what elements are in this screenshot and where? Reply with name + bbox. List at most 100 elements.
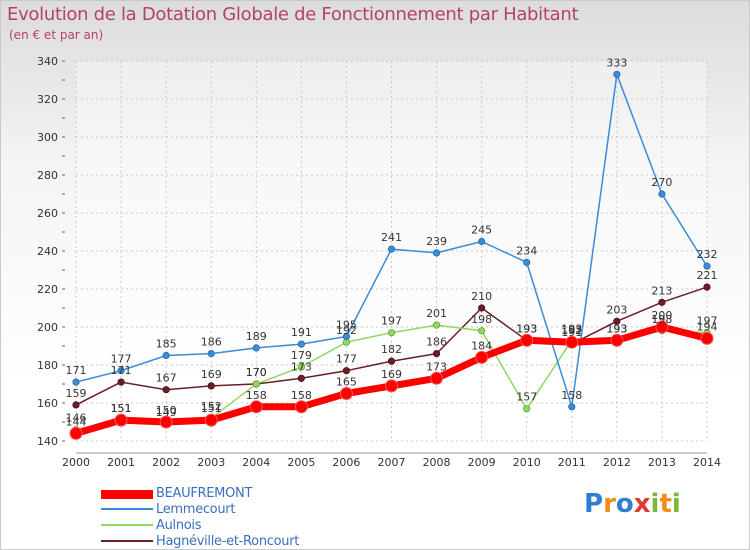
x-tick-label: 2006 <box>332 456 360 469</box>
y-tick-label: 180 <box>37 359 58 372</box>
data-label-aulnois: 197 <box>697 315 718 328</box>
data-label-aulnois: 198 <box>471 313 492 326</box>
data-point-beaufremont <box>339 387 353 400</box>
legend-label-aulnois: Aulnois <box>156 518 202 533</box>
data-point-beaufremont <box>700 331 714 345</box>
x-tick-label: 2012 <box>603 456 631 469</box>
data-point-hagn-ville-et-roncourt <box>613 317 621 325</box>
data-label-aulnois: 149 <box>156 406 177 419</box>
data-label-beaufremont: 184 <box>471 339 492 352</box>
y-axis: 140 160 180 200 220 240 260 280 300 320 340 <box>37 55 65 448</box>
data-label-beaufremont: 169 <box>381 368 402 381</box>
data-point-beaufremont <box>610 333 624 347</box>
data-label-aulnois: 197 <box>381 315 402 328</box>
data-point-lemmecourt <box>703 262 711 270</box>
legend-label-hagneville: Hagnéville-et-Roncourt <box>156 534 300 549</box>
data-label-beaufremont: 144 <box>66 415 87 428</box>
data-point-lemmecourt <box>252 344 260 352</box>
data-point-hagn-ville-et-roncourt <box>658 298 666 306</box>
data-label-hagn-ville-et-roncourt: 213 <box>651 284 672 297</box>
data-label-lemmecourt: 171 <box>66 364 87 377</box>
data-label-aulnois: 198 <box>651 313 672 326</box>
x-tick-label: 2002 <box>152 456 180 469</box>
data-point-hagn-ville-et-roncourt <box>72 401 80 409</box>
x-tick-label: 2010 <box>513 456 541 469</box>
logo-letter: r <box>603 489 616 519</box>
data-point-aulnois <box>252 380 260 388</box>
x-tick-label: 2014 <box>693 456 721 469</box>
data-label-hagn-ville-et-roncourt: 186 <box>426 336 447 349</box>
data-point-beaufremont <box>520 333 534 347</box>
data-point-aulnois <box>432 321 441 329</box>
data-point-lemmecourt <box>658 190 666 198</box>
data-point-beaufremont <box>249 400 263 414</box>
legend-label-beaufremont: BEAUFREMONT <box>156 486 253 501</box>
data-point-hagn-ville-et-roncourt <box>207 382 215 390</box>
data-point-lemmecourt <box>72 378 80 386</box>
data-label-aulnois: 179 <box>291 349 312 362</box>
data-label-lemmecourt: 195 <box>336 319 357 332</box>
y-tick-label: 200 <box>37 321 58 334</box>
data-point-aulnois <box>523 405 531 413</box>
x-tick-label: 2011 <box>558 456 586 469</box>
data-label-lemmecourt: 189 <box>246 330 267 343</box>
logo-letter: P <box>584 489 604 519</box>
y-tick-label: 260 <box>37 207 58 220</box>
data-label-beaufremont: 158 <box>246 389 267 402</box>
y-tick-label: 320 <box>37 93 58 106</box>
data-label-lemmecourt: 241 <box>381 231 402 244</box>
x-tick-label: 2005 <box>287 456 315 469</box>
chart-title: Evolution de la Dotation Globale de Fonc… <box>7 4 579 25</box>
data-point-lemmecourt <box>613 70 621 78</box>
data-label-hagn-ville-et-roncourt: 167 <box>156 372 177 385</box>
data-point-beaufremont <box>655 320 669 334</box>
y-tick-label: 220 <box>37 283 58 296</box>
data-label-aulnois: 157 <box>516 391 537 404</box>
data-label-lemmecourt: 234 <box>516 244 537 257</box>
data-label-lemmecourt: 177 <box>111 353 132 366</box>
data-point-lemmecourt <box>207 349 215 358</box>
data-label-aulnois: 201 <box>426 307 447 320</box>
data-label-hagn-ville-et-roncourt: 182 <box>381 343 402 356</box>
data-label-beaufremont: 200 <box>651 309 672 322</box>
data-point-beaufremont <box>204 413 218 427</box>
x-tick-label: 2008 <box>423 456 451 469</box>
series-points <box>69 70 714 440</box>
logo-letter: i <box>650 489 660 519</box>
data-label-hagn-ville-et-roncourt: 169 <box>201 368 222 381</box>
logo-letter: o <box>615 489 634 519</box>
data-point-beaufremont <box>159 415 173 429</box>
data-label-hagn-ville-et-roncourt: 170 <box>246 366 267 379</box>
legend-swatch-beaufremont <box>101 490 153 499</box>
x-tick-label: 2007 <box>378 456 406 469</box>
data-label-aulnois: 146 <box>66 412 87 425</box>
legend-swatch-lemmecourt <box>101 508 153 510</box>
data-point-lemmecourt <box>342 332 351 341</box>
data-label-lemmecourt: 232 <box>697 248 718 261</box>
data-point-hagn-ville-et-roncourt <box>478 304 486 312</box>
data-label-lemmecourt: 186 <box>201 336 222 349</box>
data-point-beaufremont <box>114 413 128 427</box>
data-label-hagn-ville-et-roncourt: 171 <box>111 364 132 377</box>
data-point-beaufremont <box>430 371 444 385</box>
data-label-hagn-ville-et-roncourt: 221 <box>697 269 718 282</box>
y-tick-label: 280 <box>37 169 58 182</box>
data-point-lemmecourt <box>432 249 441 257</box>
x-tick-label: 2009 <box>468 456 496 469</box>
y-tick-label: 160 <box>37 397 58 410</box>
data-point-beaufremont <box>69 426 83 440</box>
data-label-lemmecourt: 185 <box>156 338 177 351</box>
y-tick-label: 340 <box>37 55 58 68</box>
data-point-lemmecourt <box>387 245 396 253</box>
data-label-lemmecourt: 270 <box>651 176 672 189</box>
data-point-hagn-ville-et-roncourt <box>387 357 396 365</box>
data-label-lemmecourt: 158 <box>561 389 582 402</box>
data-point-lemmecourt <box>162 351 170 360</box>
data-point-aulnois <box>478 327 486 335</box>
data-label-aulnois: 152 <box>201 400 222 413</box>
data-point-hagn-ville-et-roncourt <box>703 283 711 291</box>
data-point-lemmecourt <box>478 237 486 246</box>
